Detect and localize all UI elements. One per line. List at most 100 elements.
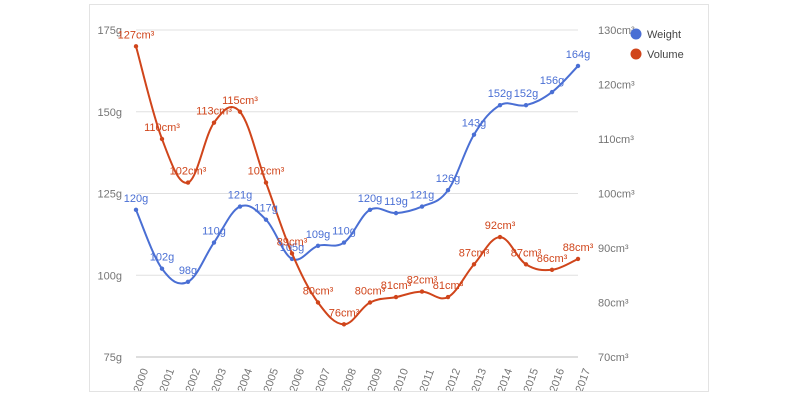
weight-data-label: 109g [306, 229, 330, 241]
volume-data-label: 81cm³ [433, 280, 464, 292]
weight-point [133, 207, 139, 213]
weight-data-label: 143g [462, 118, 486, 130]
weight-point [445, 188, 451, 193]
right-axis: 70cm³ 80cm³ 90cm³ 100cm³ 110cm³ 120cm³ 130cm³ [598, 25, 635, 364]
x-tick-label: 2013 [470, 367, 490, 391]
volume-point [367, 300, 373, 305]
volume-data-label: 115cm³ [222, 95, 258, 107]
weight-data-label: 117g [254, 203, 278, 215]
x-tick-label: 2012 [444, 367, 464, 391]
weight-data-label: 119g [384, 196, 408, 208]
weight-data-label: 120g [358, 193, 382, 205]
weight-data-label: 164g [566, 49, 590, 61]
volume-point [341, 322, 347, 327]
left-tick-label: 125g [98, 189, 122, 201]
volume-data-label: 102cm³ [170, 166, 207, 178]
weight-legend-swatch [630, 28, 642, 40]
weight-point [263, 217, 269, 222]
left-tick-label: 100g [98, 270, 122, 282]
weight-data-label: 110g [202, 226, 226, 238]
right-tick-label: 80cm³ [598, 298, 629, 310]
volume-point [471, 262, 477, 267]
volume-point [419, 289, 425, 294]
volume-data-label: 82cm³ [407, 275, 438, 287]
x-tick-label: 2001 [158, 367, 178, 391]
x-tick-label: 2009 [366, 367, 386, 391]
x-tick-label: 2000 [132, 367, 152, 391]
chart-card: 75g 100g 125g 150g 175g 70cm³ 80cm³ 90cm³ 100cm… [89, 4, 709, 392]
volume-point [159, 136, 165, 142]
x-tick-label: 2008 [340, 367, 360, 391]
volume-point [289, 251, 295, 256]
weight-data-label: 102g [150, 252, 174, 264]
volume-point [211, 120, 217, 125]
weight-point [393, 210, 399, 216]
right-tick-label: 120cm³ [598, 80, 635, 92]
left-tick-label: 150g [98, 107, 122, 119]
left-tick-label: 75g [104, 352, 122, 364]
right-tick-label: 130cm³ [598, 25, 635, 37]
weight-point [471, 132, 477, 137]
volume-point [237, 109, 243, 114]
weight-data-label: 121g [410, 190, 434, 202]
weight-point [497, 103, 503, 108]
weight-data-label: 98g [179, 265, 197, 277]
right-tick-label: 90cm³ [598, 243, 629, 255]
volume-data-label: 89cm³ [277, 236, 308, 248]
weight-point [159, 266, 165, 271]
volume-data-label: 87cm³ [459, 247, 490, 259]
volume-data-label: 113cm³ [196, 106, 232, 118]
right-tick-label: 70cm³ [598, 352, 629, 364]
weight-data-label: 121g [228, 190, 252, 202]
volume-point [185, 180, 191, 185]
x-tick-label: 2002 [184, 367, 204, 391]
volume-point [445, 294, 451, 300]
volume-point [393, 294, 399, 300]
series-lines [133, 44, 581, 327]
x-tick-label: 2015 [522, 367, 542, 391]
volume-data-label: 87cm³ [511, 247, 542, 259]
volume-data-label: 80cm³ [355, 286, 386, 298]
x-tick-label: 2003 [210, 367, 230, 391]
x-tick-label: 2014 [496, 367, 516, 391]
right-tick-label: 100cm³ [598, 189, 635, 201]
weight-data-label: 120g [124, 193, 148, 205]
volume-data-label: 80cm³ [303, 286, 334, 298]
weight-data-label: 156g [540, 75, 564, 87]
weight-data-label: 152g [514, 88, 538, 100]
weight-legend-label: Weight [647, 29, 681, 41]
volume-legend-swatch [630, 48, 642, 60]
volume-point [263, 180, 269, 185]
volume-data-label: 92cm³ [485, 220, 516, 232]
volume-data-label: 110cm³ [144, 122, 180, 134]
weight-point [523, 103, 529, 108]
weight-point [237, 204, 243, 209]
dual-axis-line-chart: 75g 100g 125g 150g 175g 70cm³ 80cm³ 90cm³ 100cm… [98, 25, 684, 391]
volume-data-label: 81cm³ [381, 280, 412, 292]
volume-data-label: 88cm³ [563, 242, 594, 254]
volume-point [133, 44, 139, 49]
volume-data-label: 86cm³ [537, 253, 568, 265]
volume-data-label: 127cm³ [118, 29, 155, 41]
gridlines [136, 29, 578, 358]
x-tick-label: 2006 [288, 367, 308, 391]
weight-point [315, 243, 321, 249]
x-tick-label: 2004 [236, 367, 256, 391]
x-tick-label: 2005 [262, 367, 282, 391]
weight-point [419, 204, 425, 209]
volume-point [549, 267, 555, 272]
x-tick-label: 2007 [314, 367, 334, 391]
volume-point [315, 300, 321, 305]
volume-data-label: 76cm³ [329, 307, 360, 319]
x-tick-label: 2017 [574, 367, 594, 391]
weight-point [549, 89, 555, 95]
weight-point [211, 240, 217, 245]
weight-data-label: 105g [280, 242, 304, 254]
weight-data-label: 152g [488, 88, 512, 100]
volume-point [523, 262, 529, 267]
volume-data-label: 102cm³ [248, 166, 285, 178]
x-tick-label: 2010 [392, 367, 412, 391]
weight-point [185, 279, 191, 284]
left-tick-label: 175g [98, 25, 122, 37]
